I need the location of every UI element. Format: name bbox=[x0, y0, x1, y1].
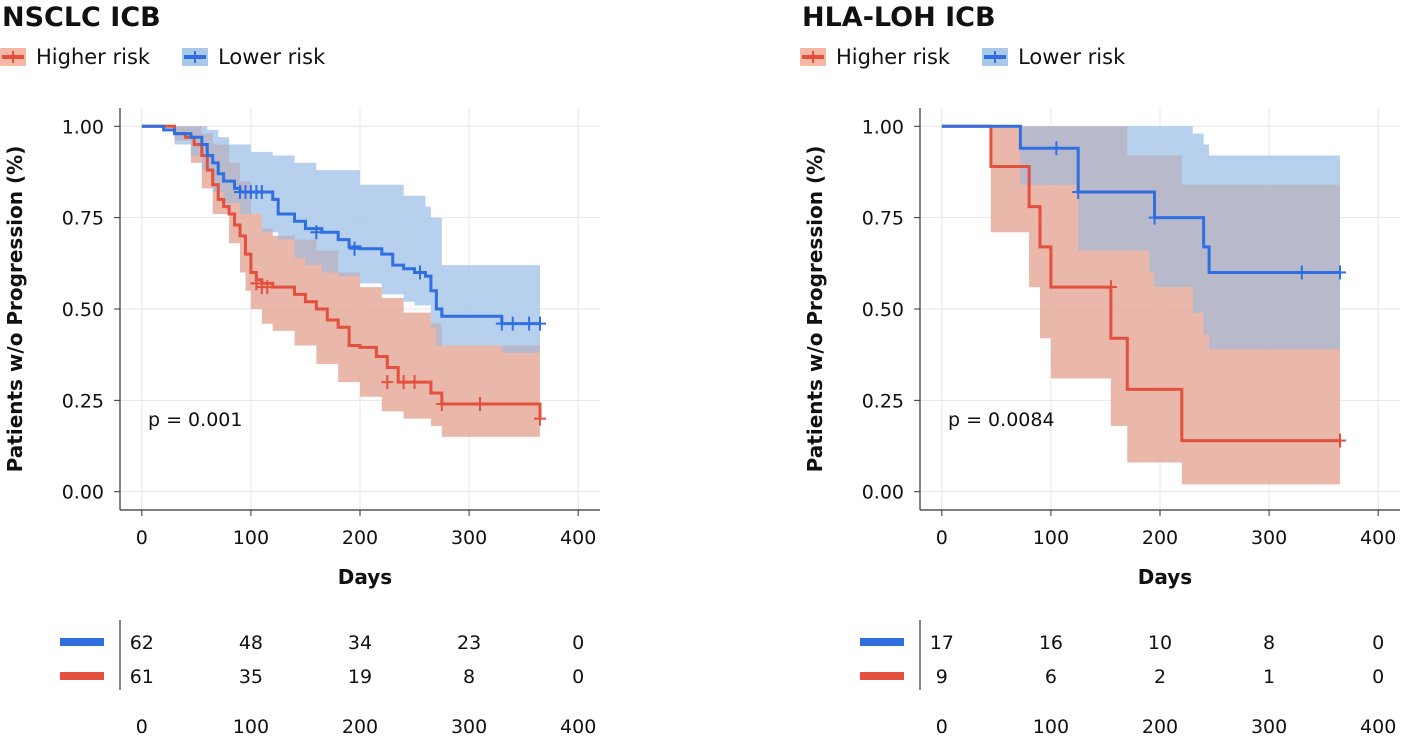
chart-panel-hla-loh: HLA-LOH ICB Higher risk Lower risk 0.00 0… bbox=[800, 0, 1421, 740]
risk-table-x-tick-label: 400 bbox=[1360, 716, 1396, 738]
risk-table-value: 2 bbox=[1154, 666, 1166, 688]
x-tick-label: 300 bbox=[451, 527, 487, 549]
risk-table-value: 6 bbox=[1045, 666, 1057, 688]
x-tick-label: 100 bbox=[1033, 527, 1069, 549]
x-tick-label: 400 bbox=[1360, 527, 1396, 549]
risk-table-x-tick-label: 100 bbox=[1033, 716, 1069, 738]
risk-table-value: 48 bbox=[239, 632, 263, 654]
legend-item-higher-risk: Higher risk bbox=[800, 45, 950, 69]
risk-table-value: 23 bbox=[457, 632, 481, 654]
risk-table-value: 17 bbox=[930, 632, 954, 654]
risk-table-value: 19 bbox=[348, 666, 372, 688]
x-tick-label: 200 bbox=[342, 527, 378, 549]
x-tick-label: 0 bbox=[936, 527, 948, 549]
x-tick-label: 300 bbox=[1251, 527, 1287, 549]
ci-band-blue bbox=[941, 126, 1340, 350]
y-tick-label: 1.00 bbox=[862, 116, 904, 138]
x-tick-label: 100 bbox=[233, 527, 269, 549]
legend-label: Higher risk bbox=[36, 45, 151, 69]
p-value-annotation: p = 0.001 bbox=[148, 409, 242, 431]
y-tick-label: 0.75 bbox=[862, 208, 904, 230]
ci-band-overlap bbox=[141, 126, 540, 456]
chart-panel-nsclc: NSCLC ICB Higher risk Lower risk 0.00 0.2… bbox=[0, 0, 700, 740]
y-tick-label: 0.00 bbox=[62, 482, 104, 504]
legend-label: Lower risk bbox=[1018, 45, 1126, 69]
legend-item-lower-risk: Lower risk bbox=[982, 45, 1125, 69]
risk-table-x-tick-label: 300 bbox=[1251, 716, 1287, 738]
x-axis-label: Days bbox=[338, 565, 392, 589]
y-tick-label: 0.50 bbox=[862, 299, 904, 321]
km-curve-red bbox=[941, 124, 1340, 443]
y-tick-label: 0.50 bbox=[62, 299, 104, 321]
risk-table-x-tick-label: 100 bbox=[233, 716, 269, 738]
risk-table-value: 16 bbox=[1039, 632, 1063, 654]
risk-table-x-tick-label: 200 bbox=[1142, 716, 1178, 738]
risk-table-value: 0 bbox=[572, 632, 584, 654]
legend-item-lower-risk: Lower risk bbox=[182, 45, 325, 69]
legend-swatch-blue bbox=[182, 48, 209, 66]
y-tick-label: 0.25 bbox=[862, 390, 904, 412]
risk-table-value: 0 bbox=[572, 666, 584, 688]
ci-band-blue bbox=[141, 126, 540, 364]
y-axis-label: Patients w/o Progression (%) bbox=[3, 146, 27, 473]
risk-table-swatch-red bbox=[60, 672, 104, 680]
y-tick-label: 0.00 bbox=[862, 482, 904, 504]
risk-table-value: 9 bbox=[936, 666, 948, 688]
chart-title: HLA-LOH ICB bbox=[802, 2, 996, 33]
chart-title: NSCLC ICB bbox=[2, 2, 161, 33]
km-plot: 0.00 0.25 0.50 0.75 1.00 0 100 200 300 400 Days Pat… bbox=[3, 108, 600, 738]
risk-table-value: 61 bbox=[130, 666, 154, 688]
y-tick-label: 0.75 bbox=[62, 208, 104, 230]
legend: Higher risk Lower risk bbox=[0, 42, 357, 72]
km-curve-red bbox=[141, 124, 542, 419]
risk-table-value: 8 bbox=[1263, 632, 1275, 654]
risk-table-value: 35 bbox=[239, 666, 263, 688]
legend-swatch-red bbox=[0, 48, 26, 66]
risk-table-value: 1 bbox=[1263, 666, 1275, 688]
y-tick-label: 0.25 bbox=[62, 390, 104, 412]
legend-item-higher-risk: Higher risk bbox=[0, 45, 150, 69]
risk-table-x-tick-label: 300 bbox=[451, 716, 487, 738]
risk-table-swatch-blue bbox=[60, 638, 104, 646]
risk-table-value: 62 bbox=[130, 632, 154, 654]
risk-table-value: 0 bbox=[1372, 632, 1384, 654]
risk-table-value: 8 bbox=[463, 666, 475, 688]
x-tick-label: 200 bbox=[1142, 527, 1178, 549]
risk-table-swatch-red bbox=[860, 672, 904, 680]
x-axis-label: Days bbox=[1138, 565, 1192, 589]
legend: Higher risk Lower risk bbox=[800, 42, 1157, 72]
y-axis-label: Patients w/o Progression (%) bbox=[803, 146, 827, 473]
risk-table-value: 0 bbox=[1372, 666, 1384, 688]
legend-swatch-red bbox=[800, 48, 826, 66]
p-value-annotation: p = 0.0084 bbox=[948, 409, 1055, 431]
risk-table-value: 10 bbox=[1148, 632, 1172, 654]
x-tick-label: 400 bbox=[560, 527, 596, 549]
risk-table-x-tick-label: 0 bbox=[936, 716, 948, 738]
legend-swatch-blue bbox=[982, 48, 1009, 66]
risk-table-x-tick-label: 0 bbox=[136, 716, 148, 738]
risk-table-value: 34 bbox=[348, 632, 372, 654]
km-plot: 0.000.250.500.751.000 100 200 300 400DaysPat… bbox=[803, 108, 1400, 738]
x-tick-label: 0 bbox=[136, 527, 148, 549]
y-tick-label: 1.00 bbox=[62, 116, 104, 138]
legend-label: Higher risk bbox=[836, 45, 951, 69]
legend-label: Lower risk bbox=[218, 45, 326, 69]
km-curve-blue bbox=[141, 124, 540, 326]
risk-table-swatch-blue bbox=[860, 638, 904, 646]
km-curve-blue bbox=[941, 124, 1340, 274]
risk-table-x-tick-label: 200 bbox=[342, 716, 378, 738]
risk-table-x-tick-label: 400 bbox=[560, 716, 596, 738]
